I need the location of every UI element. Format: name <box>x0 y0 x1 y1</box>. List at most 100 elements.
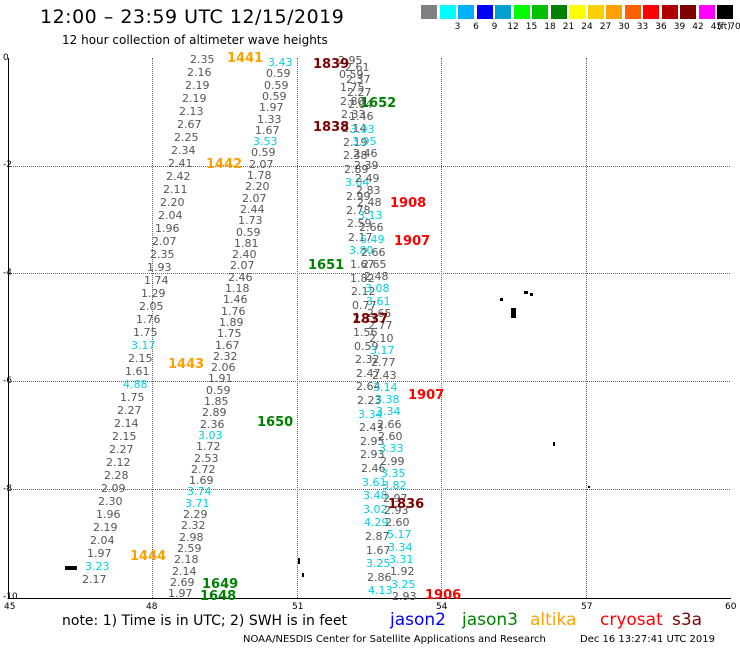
wave-height-value: 2.93 <box>392 590 417 603</box>
wave-height-value: 2.07 <box>152 235 177 248</box>
colorbar-label: 33 <box>636 22 649 32</box>
wave-height-value: 2.32 <box>181 519 206 532</box>
pass-time-label: 1908 <box>390 196 427 211</box>
y-axis-label: -6 <box>3 376 12 386</box>
grid-line-vertical <box>586 58 587 598</box>
colorbar-swatch <box>550 5 567 19</box>
wave-height-value: 2.09 <box>101 482 126 495</box>
wave-height-value: 3.03 <box>198 429 223 442</box>
wave-height-value: 2.78 <box>346 204 371 217</box>
pass-time-label: 1649 <box>202 577 239 592</box>
wave-height-value: 2.34 <box>171 144 196 157</box>
wave-height-value: 2.83 <box>356 184 381 197</box>
grid-line-horizontal <box>8 166 730 167</box>
pass-time-label: 1442 <box>206 157 243 172</box>
wave-height-value: 1.78 <box>247 169 272 182</box>
island <box>530 293 533 296</box>
grid-line-horizontal <box>8 381 730 382</box>
satellite-legend-jason3: jason3 <box>462 610 518 630</box>
wave-height-value: 2.29 <box>183 508 208 521</box>
island <box>511 308 516 318</box>
wave-height-value: 2.04 <box>90 534 115 547</box>
wave-height-value: 1.89 <box>219 316 244 329</box>
wave-height-value: 2.86 <box>367 571 392 584</box>
colorbar-label: 70 <box>729 22 740 32</box>
wave-height-value: 1.67 <box>350 258 375 271</box>
y-axis-label: -2 <box>3 160 12 170</box>
wave-height-value: 2.69 <box>170 576 195 589</box>
wave-height-value: 2.65 <box>367 307 392 320</box>
wave-height-value: 1.67 <box>366 544 391 557</box>
wave-height-value: 1.46 <box>223 293 248 306</box>
wave-height-value: 2.20 <box>160 196 185 209</box>
colorbar-label: 9 <box>491 22 498 32</box>
x-axis-label: 54 <box>436 602 448 612</box>
island <box>65 566 77 570</box>
colorbar-label: 42 <box>692 22 704 32</box>
x-axis-label: 60 <box>725 602 737 612</box>
wave-height-value: 2.77 <box>368 319 393 332</box>
x-axis-label: 45 <box>4 602 16 612</box>
x-axis-label: 57 <box>581 602 593 612</box>
colorbar-label: 36 <box>655 22 667 32</box>
pass-time-label: 1652 <box>360 96 397 111</box>
wave-height-value: 2.07 <box>230 259 255 272</box>
wave-height-value: 2.65 <box>362 258 387 271</box>
wave-height-value: 1.18 <box>225 282 250 295</box>
wave-height-value: 1.74 <box>144 274 169 287</box>
wave-height-value: 2.99 <box>346 190 371 203</box>
island <box>524 291 528 294</box>
wave-height-value: 1.75 <box>217 327 242 340</box>
wave-height-value: 0.59 <box>236 226 261 239</box>
wave-height-value: 2.13 <box>179 105 204 118</box>
wave-height-value: 2.89 <box>202 406 227 419</box>
wave-height-value: 2.19 <box>182 92 207 105</box>
wave-height-value: 0.59 <box>266 67 291 80</box>
colorbar-label: 39 <box>673 22 686 32</box>
wave-height-value: 4.13 <box>368 584 393 597</box>
pass-time-label: 1650 <box>257 415 294 430</box>
wave-height-value: 1.69 <box>189 474 214 487</box>
wave-height-value: 2.93 <box>360 448 385 461</box>
page-subtitle: 12 hour collection of altimeter wave hei… <box>62 33 328 47</box>
y-axis-label: -10 <box>3 592 18 602</box>
wave-height-value: 1.91 <box>208 372 233 385</box>
wave-height-value: 3.43 <box>268 56 293 69</box>
wave-height-value: 3.38 <box>375 393 400 406</box>
wave-height-value: 2.14 <box>114 417 139 430</box>
colorbar-swatch <box>717 5 733 19</box>
wave-height-value: 2.46 <box>353 147 378 160</box>
wave-height-value: 3.02 <box>363 503 388 516</box>
colorbar-label: 12 <box>507 22 519 32</box>
wave-height-value: 0.59 <box>206 384 231 397</box>
wave-height-value: 2.60 <box>378 430 403 443</box>
colorbar-label: 6 <box>473 22 479 32</box>
wave-height-value: 3.71 <box>185 497 210 510</box>
wave-height-value: 2.48 <box>357 196 382 209</box>
wave-height-value: 1.76 <box>221 305 246 318</box>
pass-time-label: 1838 <box>313 120 350 135</box>
wave-height-value: 3.48 <box>363 489 388 502</box>
colorbar-label: 24 <box>581 22 593 32</box>
wave-height-value: 1.29 <box>141 287 166 300</box>
wave-height-value: 2.14 <box>342 122 367 135</box>
wave-height-value: 2.40 <box>232 248 257 261</box>
wave-height-value: 3.33 <box>379 442 404 455</box>
satellite-legend-jason2: jason2 <box>390 610 446 630</box>
wave-height-value: 2.35 <box>190 53 215 66</box>
wave-height-value: 2.95 <box>360 435 385 448</box>
colorbar-label: 21 <box>562 22 575 32</box>
wave-height-value: 2.28 <box>104 469 129 482</box>
wave-height-value: 2.35 <box>150 248 175 261</box>
y-axis-label: 0 <box>3 53 9 63</box>
colorbar-label: 15 <box>525 22 538 32</box>
grid-line-horizontal <box>8 489 730 490</box>
wave-height-value: 2.20 <box>245 180 270 193</box>
colorbar-unit: (ft) <box>717 22 731 32</box>
wave-height-value: 2.17 <box>82 573 107 586</box>
wave-height-value: 3.35 <box>381 467 406 480</box>
pass-time-label: 1907 <box>408 388 445 403</box>
note: note: 1) Time is in UTC; 2) SWH is in fe… <box>62 613 348 629</box>
wave-height-value: 2.77 <box>371 356 396 369</box>
